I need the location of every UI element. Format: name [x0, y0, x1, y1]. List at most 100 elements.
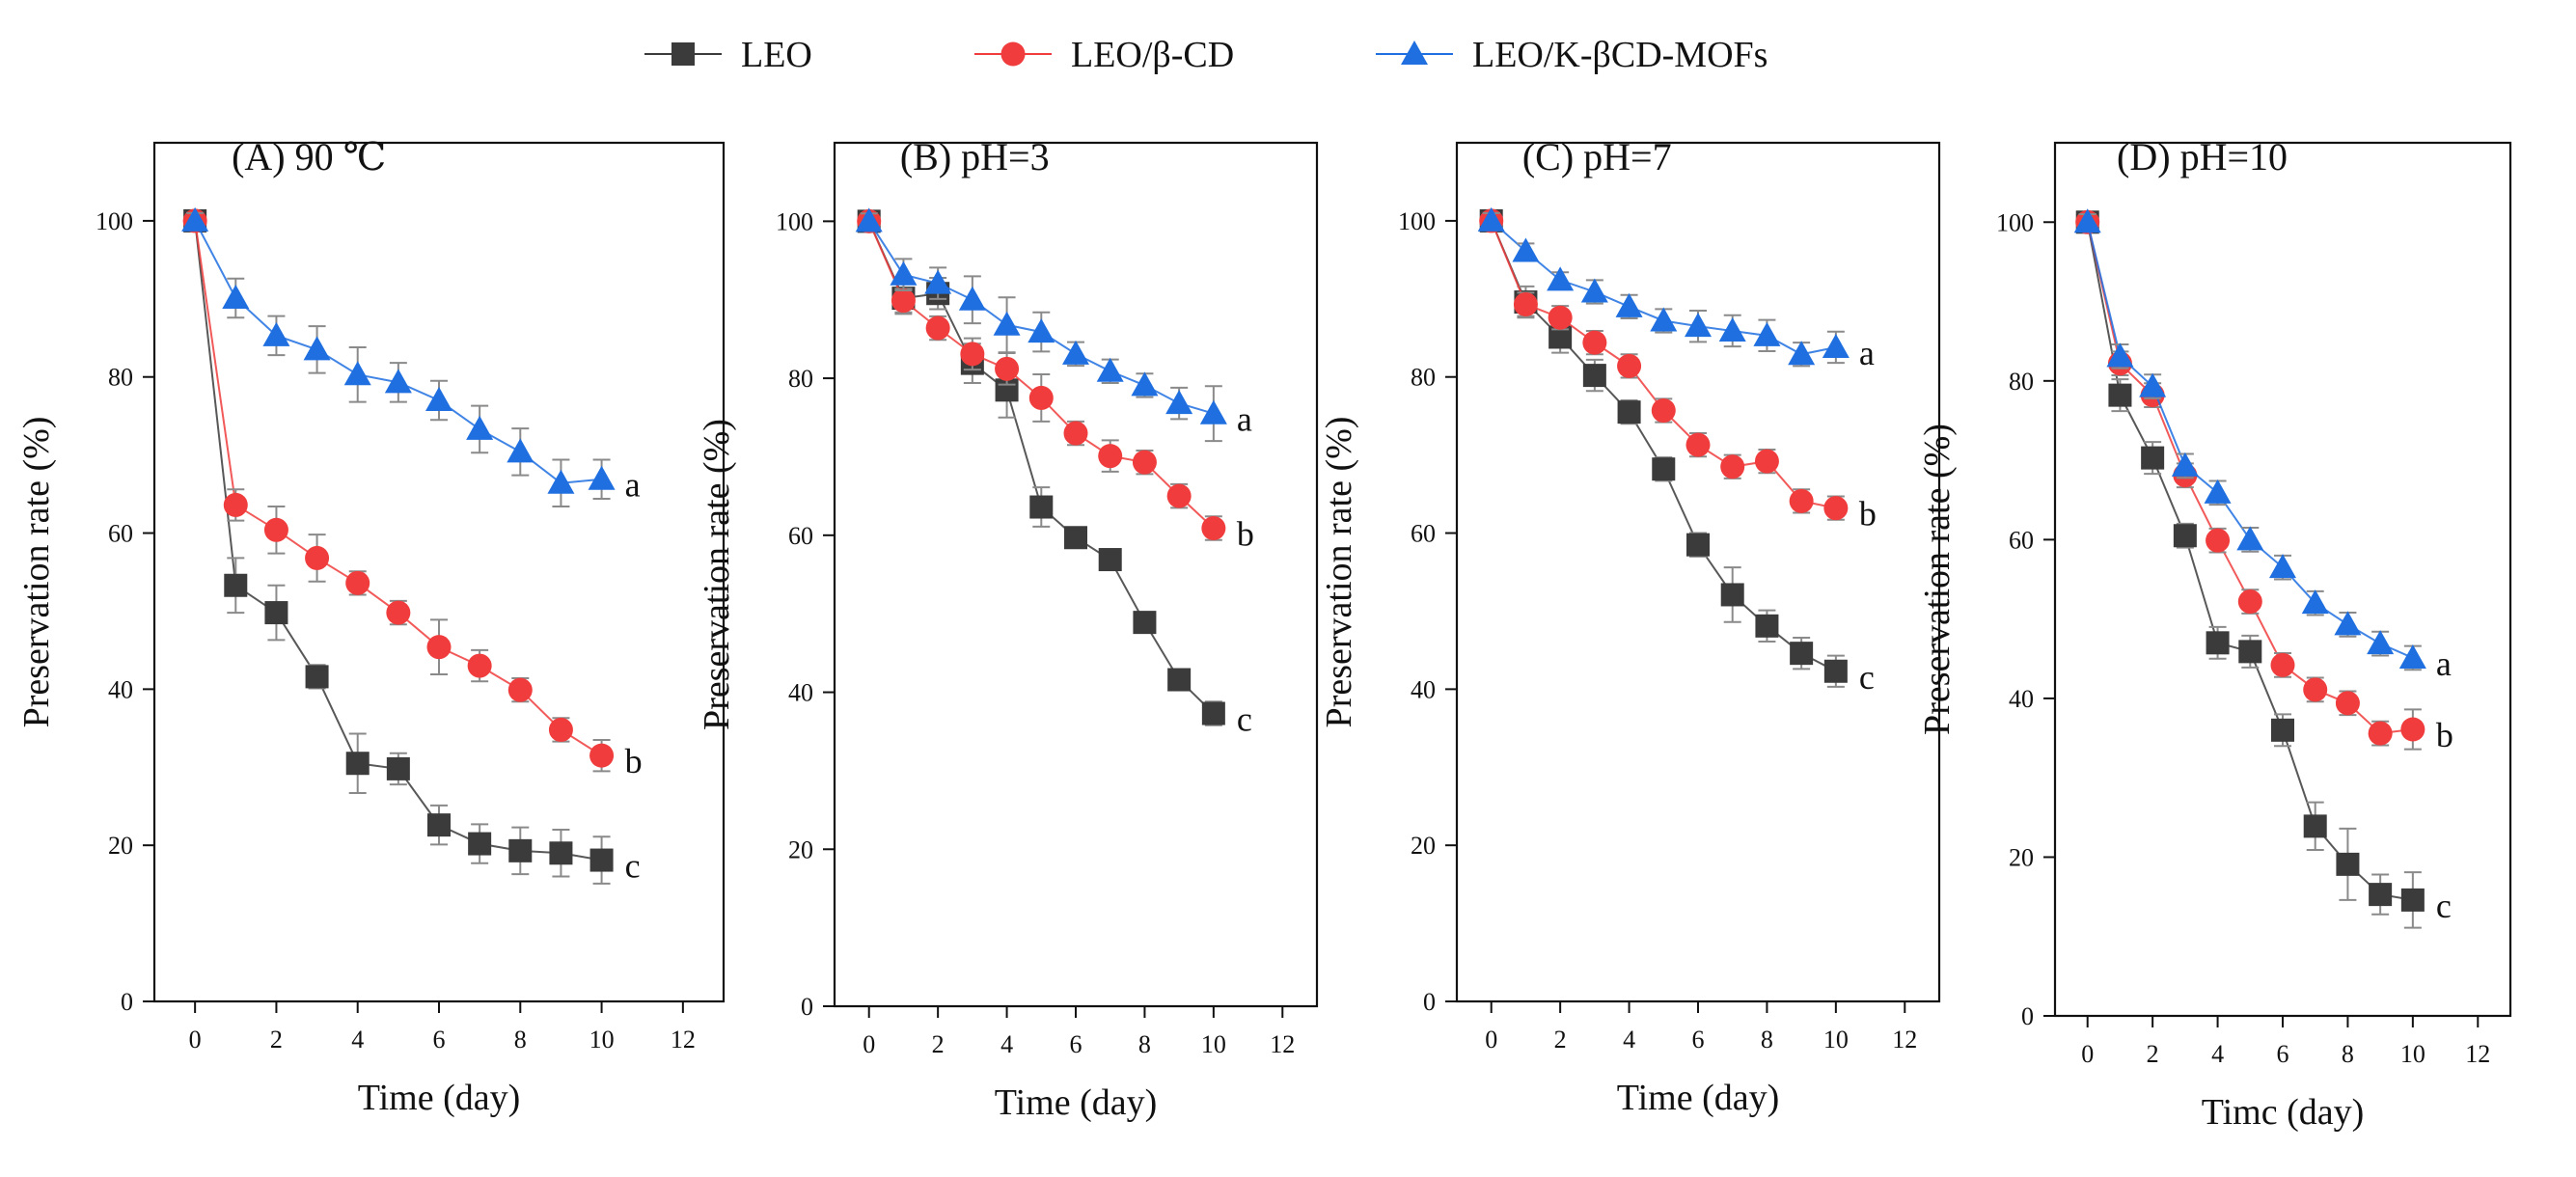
data-point	[2237, 589, 2262, 615]
x-axis-title: Time (day)	[1617, 1078, 1780, 1118]
data-point	[1512, 237, 1540, 262]
data-point	[508, 838, 533, 862]
data-point	[1062, 340, 1089, 365]
data-point	[1166, 483, 1192, 508]
series-leo-cd: b	[2075, 209, 2453, 754]
x-tick-label: 2	[270, 1026, 283, 1054]
series-line	[1491, 220, 1837, 356]
data-point	[1582, 330, 1607, 355]
data-point	[1029, 495, 1054, 519]
data-point	[1720, 454, 1745, 479]
y-tick-label: 80	[2009, 368, 2034, 396]
data-point	[468, 832, 492, 856]
series-leo-k-cd-mofs: a	[1477, 206, 1875, 372]
data-point	[426, 635, 452, 660]
y-tick-label: 100	[1996, 208, 2034, 236]
x-tick-label: 10	[1201, 1030, 1226, 1058]
data-point	[1650, 307, 1678, 332]
data-point	[1028, 385, 1054, 410]
data-point	[1547, 266, 1575, 291]
data-point	[263, 517, 288, 542]
data-point	[1201, 701, 1225, 725]
y-tick-label: 0	[801, 993, 813, 1021]
data-point	[1096, 357, 1124, 382]
series-leo-cd: b	[182, 208, 643, 780]
series-leo: c	[183, 208, 641, 886]
x-tick-label: 6	[2277, 1040, 2289, 1068]
y-tick-label: 80	[788, 365, 813, 393]
significance-letter: b	[625, 742, 643, 780]
data-point	[2369, 883, 2393, 907]
significance-letter: c	[625, 847, 641, 886]
data-point	[1720, 583, 1744, 607]
data-point	[2106, 342, 2134, 368]
significance-letter: b	[1237, 514, 1254, 553]
y-tick-label: 0	[2021, 1002, 2034, 1030]
y-tick-label: 80	[1411, 364, 1436, 392]
y-tick-label: 0	[1423, 988, 1436, 1016]
panel-title: (B) pH=3	[900, 135, 1050, 178]
data-point	[2336, 852, 2360, 876]
series-line	[194, 220, 603, 756]
series-line	[2086, 222, 2414, 901]
data-point	[1132, 450, 1157, 475]
data-point	[2171, 452, 2199, 477]
y-tick-label: 60	[108, 520, 133, 548]
data-point	[386, 600, 411, 625]
significance-letter: c	[2436, 887, 2452, 925]
data-point	[1477, 206, 1505, 232]
data-point	[181, 206, 209, 232]
series-line	[194, 220, 602, 484]
data-point	[1582, 364, 1606, 388]
significance-letter: b	[1859, 495, 1877, 534]
data-point	[507, 438, 534, 463]
data-point	[1754, 449, 1779, 474]
legend-item-leo-cd: LEO/β-CD	[974, 35, 1234, 75]
y-axis-title: Preservation rate (%)	[1319, 417, 1359, 728]
data-point	[589, 743, 615, 768]
data-point	[960, 342, 985, 367]
x-tick-label: 2	[2147, 1040, 2159, 1068]
data-point	[2368, 721, 2393, 746]
x-tick-label: 0	[1485, 1026, 1497, 1054]
series-leo-cd: b	[857, 208, 1254, 553]
x-axis-title: Time (day)	[995, 1082, 1158, 1123]
panel-title: (D) pH=10	[2117, 135, 2288, 178]
significance-letter: b	[2436, 716, 2453, 754]
data-point	[2204, 479, 2232, 504]
data-point	[305, 545, 330, 570]
y-tick-label: 60	[1411, 520, 1436, 548]
legend-label: LEO/K-βCD-MOFs	[1472, 35, 1768, 75]
data-point	[1685, 432, 1711, 457]
series-leo-k-cd-mofs: a	[855, 207, 1252, 443]
data-point	[1548, 305, 1573, 330]
series-leo-cd: b	[1479, 208, 1877, 534]
x-tick-label: 10	[589, 1026, 615, 1054]
x-tick-label: 0	[189, 1026, 202, 1054]
data-point	[993, 311, 1021, 336]
data-point	[1651, 398, 1676, 424]
data-point	[2269, 554, 2296, 579]
y-tick-label: 40	[108, 675, 133, 703]
series-line	[867, 220, 1215, 715]
legend-marker-triangle	[1401, 41, 1428, 65]
panel-title: (C) pH=7	[1522, 135, 1672, 178]
data-point	[2141, 446, 2165, 470]
data-point	[2139, 372, 2167, 397]
x-tick-label: 6	[1692, 1026, 1705, 1054]
y-axis-title: Preservation rate (%)	[16, 417, 57, 728]
series-leo: c	[857, 209, 1252, 739]
panel-b: 0 2 4 6 8 10 12 0 20 40 60 80 100 Time (day) Preservat…	[697, 135, 1319, 1123]
data-point	[1617, 353, 1642, 378]
data-point	[1133, 611, 1157, 635]
data-point	[262, 321, 290, 346]
data-point	[2334, 611, 2362, 636]
data-point	[1098, 444, 1123, 469]
data-point	[2335, 691, 2360, 716]
legend-item-leo: LEO	[644, 35, 812, 75]
data-point	[2238, 640, 2262, 664]
panel-title: (A) 90 ℃	[232, 135, 386, 178]
data-point	[466, 415, 494, 440]
data-point	[425, 387, 452, 411]
